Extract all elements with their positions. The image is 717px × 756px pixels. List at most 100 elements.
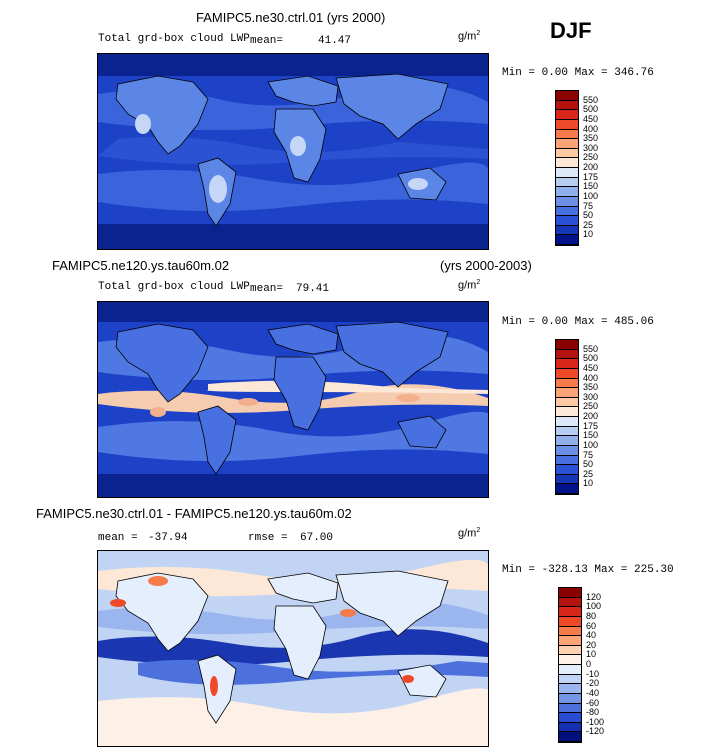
panel-1-title: FAMIPC5.ne30.ctrl.01 (yrs 2000) (196, 10, 386, 25)
panel-1-variable: Total grd-box cloud LWP (98, 33, 250, 45)
colorbar-cell (559, 684, 581, 694)
colorbar-tick-label: 0 (586, 659, 592, 669)
colorbar-cell (556, 206, 578, 217)
colorbar-tick-label: -100 (586, 716, 605, 727)
panel-3-map (97, 550, 489, 747)
colorbar-tick-label: 400 (583, 372, 599, 383)
colorbar-tick-label: 300 (583, 142, 599, 153)
colorbar-cell (556, 359, 578, 369)
panel-3-minmax: Min = -328.13 Max = 225.30 (502, 564, 674, 576)
colorbar-tick-label: 100 (583, 439, 599, 450)
colorbar-cell (556, 139, 578, 149)
colorbar-tick-label: 200 (583, 162, 599, 172)
unit-exp: 2 (476, 527, 481, 534)
colorbar-tick-label: 20 (586, 639, 597, 650)
colorbar-tick-label: 50 (583, 459, 594, 470)
colorbar-cell (556, 91, 578, 101)
panel-3-rmse-label: rmse = (248, 532, 288, 544)
colorbar-cell (556, 187, 578, 197)
colorbar-tick-label: -40 (586, 687, 600, 698)
colorbar-tick-label: 25 (583, 468, 594, 479)
colorbar-tick-label: 25 (583, 219, 594, 230)
colorbar-cell (559, 607, 581, 617)
colorbar-cell (556, 455, 578, 466)
colorbar-tick-label: 75 (583, 449, 594, 460)
panel-2-title: FAMIPC5.ne120.ys.tau60m.02 (52, 258, 230, 273)
season-label: DJF (550, 18, 592, 43)
panel-1-mean-label: mean= (250, 35, 284, 47)
colorbar-tick-label: 10 (583, 229, 594, 240)
colorbar-tick-label: 60 (586, 620, 597, 631)
colorbar-tick-label: 175 (583, 420, 599, 431)
panel-3-mean-label: mean = (98, 532, 138, 544)
panel-3-unit: g/m2 (458, 527, 480, 540)
colorbar-tick-label: 550 (583, 343, 599, 354)
panel-2-minmax: Min = 0.00 Max = 485.06 (502, 316, 654, 328)
colorbar-tick-label: -120 (586, 726, 605, 737)
colorbar-cell (559, 645, 581, 656)
colorbar-cell (556, 436, 578, 446)
colorbar-tick-label: 50 (583, 210, 594, 221)
colorbar-cell (559, 703, 581, 714)
colorbar-tick-label: 120 (586, 591, 602, 602)
colorbar-cell (556, 484, 578, 494)
colorbar-cell (559, 636, 581, 646)
colorbar-tick-label: -60 (586, 697, 600, 708)
colorbar-cell (556, 225, 578, 236)
colorbar-cell (556, 368, 578, 379)
colorbar-cell (556, 100, 578, 111)
panel-3-rmse-value: 67.00 (300, 532, 334, 544)
colorbar-cell (556, 417, 578, 427)
colorbar-tick-label: 500 (583, 104, 599, 115)
panel-1-mean-value: 41.47 (318, 35, 352, 47)
colorbar-cell (559, 722, 581, 733)
panel-3-colorbar (558, 587, 582, 743)
colorbar-tick-label: 400 (583, 123, 599, 134)
panel-1-map (97, 53, 489, 250)
colorbar-cell (556, 426, 578, 437)
colorbar-tick-label: 450 (583, 113, 599, 124)
colorbar-cell (556, 119, 578, 130)
colorbar-cell (556, 168, 578, 178)
colorbar-cell (559, 597, 581, 608)
colorbar-tick-label: 175 (583, 171, 599, 182)
colorbar-cell (556, 158, 578, 168)
colorbar-tick-label: 10 (586, 649, 597, 660)
colorbar-tick-label: -80 (586, 707, 600, 718)
colorbar-tick-label: 200 (583, 411, 599, 421)
panel-1-unit: g/m2 (458, 30, 480, 43)
colorbar-cell (556, 235, 578, 245)
colorbar-cell (559, 588, 581, 598)
colorbar-tick-label: 100 (586, 601, 602, 612)
colorbar-cell (559, 665, 581, 675)
colorbar-cell (556, 388, 578, 398)
panel-1-map-svg (98, 54, 488, 249)
panel-2-title-years: (yrs 2000-2003) (440, 258, 532, 273)
panel-2-mean-label: mean= (250, 283, 284, 295)
colorbar-tick-label: 350 (583, 133, 599, 144)
unit-text: g/m (458, 527, 477, 540)
colorbar-cell (556, 397, 578, 408)
panel-2-variable: Total grd-box cloud LWP (98, 281, 250, 293)
colorbar-tick-label: 300 (583, 391, 599, 402)
colorbar-cell (559, 732, 581, 742)
unit-text: g/m (458, 279, 477, 292)
colorbar-tick-label: 80 (586, 610, 597, 621)
colorbar-cell (556, 216, 578, 226)
unit-text: g/m (458, 30, 477, 43)
panel-3-title: FAMIPC5.ne30.ctrl.01 - FAMIPC5.ne120.ys.… (36, 506, 352, 521)
panel-3-mean-value: -37.94 (148, 532, 188, 544)
colorbar-cell (556, 349, 578, 360)
panel-2-map (97, 301, 489, 498)
colorbar-tick-label: 500 (583, 353, 599, 364)
colorbar-cell (556, 110, 578, 120)
colorbar-cell (556, 196, 578, 207)
colorbar-tick-label: 150 (583, 430, 599, 441)
colorbar-cell (559, 674, 581, 685)
panel-2-map-svg (98, 302, 488, 497)
unit-exp: 2 (476, 30, 481, 37)
colorbar-tick-label: 550 (583, 94, 599, 105)
colorbar-tick-label: 350 (583, 382, 599, 393)
panel-2-colorbar (555, 339, 579, 495)
colorbar-cell (556, 340, 578, 350)
